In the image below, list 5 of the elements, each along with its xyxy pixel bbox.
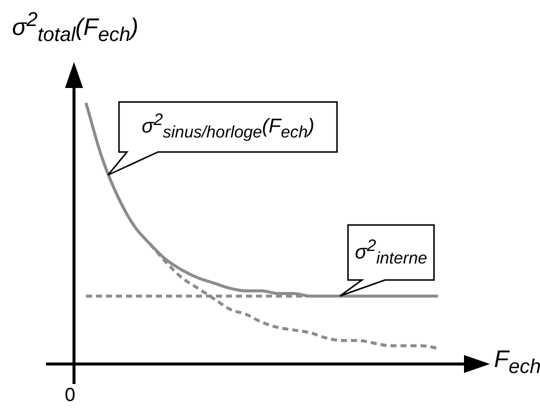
annotation: σ$^{2}$$_{sinus/horloge}$(F$_{ech}$)	[142, 110, 314, 142]
x-axis-title: F$_{ech}$	[494, 346, 540, 378]
text: 0	[64, 385, 76, 406]
y-axis-title: σ$^{2}$$_{total}$(F$_{ech}$)	[12, 9, 138, 46]
callout: σ$^{2}$$_{sinus/horloge}$(F$_{ech}$)	[106, 100, 339, 177]
